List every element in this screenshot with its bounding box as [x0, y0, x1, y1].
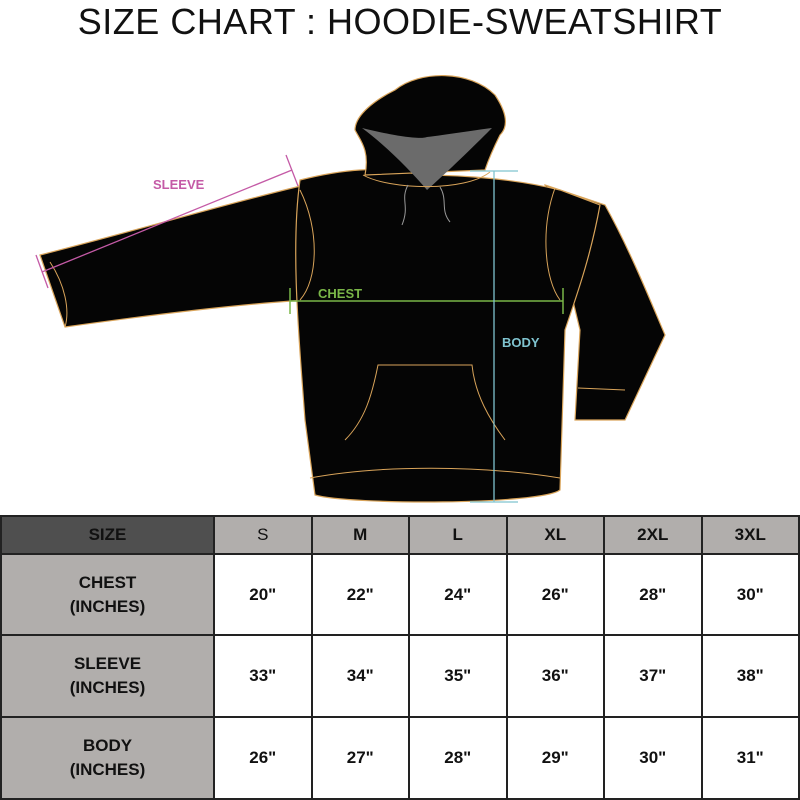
table-cell: 29": [505, 716, 605, 800]
table-cell: 31": [700, 716, 800, 800]
table-cell: 26": [213, 716, 313, 800]
table-cell: 28": [603, 552, 703, 637]
chest-measure-line: [289, 288, 564, 314]
sleeve-label: SLEEVE: [153, 177, 205, 192]
page-title: SIZE CHART : HOODIE-SWEATSHIRT: [77, 1, 723, 42]
size-col-l: L: [408, 515, 508, 555]
row-unit: (INCHES): [69, 678, 146, 698]
left-sleeve: [39, 184, 306, 328]
size-col-3xl: 3XL: [700, 515, 800, 555]
size-header: SIZE: [0, 515, 215, 555]
table-row-sleeve: SLEEVE (INCHES) 33" 34" 35" 36" 37" 38": [0, 634, 800, 719]
body-label: BODY: [502, 335, 540, 350]
hood-lining: [362, 128, 492, 190]
table-cell: 37": [603, 634, 703, 719]
size-col-xl: XL: [505, 515, 605, 555]
table-header-row: SIZE S M L XL 2XL 3XL: [0, 515, 800, 555]
table-cell: 30": [603, 716, 703, 800]
size-col-s: S: [213, 515, 313, 555]
table-cell: 26": [505, 552, 605, 637]
size-col-m: M: [310, 515, 410, 555]
row-label: BODY: [82, 736, 133, 756]
table-cell: 35": [408, 634, 508, 719]
row-header: SLEEVE (INCHES): [0, 634, 215, 719]
table-cell: 38": [700, 634, 800, 719]
row-header: CHEST (INCHES): [0, 552, 215, 637]
table-cell: 33": [213, 634, 313, 719]
table-cell: 28": [408, 716, 508, 800]
hoodie-illustration: [35, 74, 666, 503]
size-table: SIZE S M L XL 2XL 3XL CHEST (INCHES) 20" …: [0, 515, 800, 800]
body-measure-line: [470, 170, 518, 503]
row-unit: (INCHES): [69, 596, 146, 616]
row-label: CHEST: [78, 572, 137, 592]
table-cell: 20": [213, 552, 313, 637]
table-cell: 30": [700, 552, 800, 637]
table-cell: 27": [310, 716, 410, 800]
table-row-body: BODY (INCHES) 26" 27" 28" 29" 30" 31": [0, 716, 800, 800]
row-header: BODY (INCHES): [0, 716, 215, 800]
table-cell: 36": [505, 634, 605, 719]
table-cell: 22": [310, 552, 410, 637]
sleeve-measure-line: [35, 154, 299, 289]
row-label: SLEEVE: [73, 654, 142, 674]
row-unit: (INCHES): [69, 760, 146, 780]
size-col-2xl: 2XL: [603, 515, 703, 555]
table-row-chest: CHEST (INCHES) 20" 22" 24" 26" 28" 30": [0, 552, 800, 637]
table-cell: 34": [310, 634, 410, 719]
chest-label: CHEST: [318, 286, 363, 301]
table-cell: 24": [408, 552, 508, 637]
